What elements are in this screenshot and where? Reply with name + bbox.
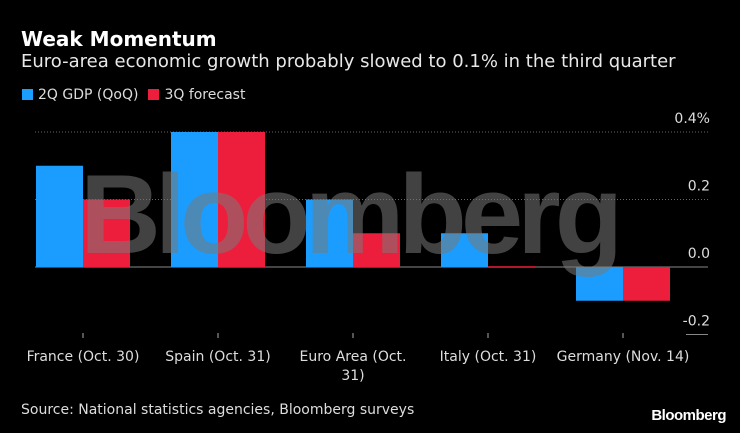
x-tick-label: Italy (Oct. 31) — [439, 349, 537, 365]
bar-3q — [488, 266, 535, 268]
y-tick-label: 0.0 — [688, 246, 710, 262]
x-tick-label: Spain (Oct. 31) — [165, 349, 271, 365]
bar-3q — [83, 199, 130, 267]
legend-label-2q: 2Q GDP (QoQ) — [38, 87, 139, 103]
legend-item-2q: 2Q GDP (QoQ) — [22, 87, 138, 103]
bar-2q — [576, 267, 623, 301]
legend: 2Q GDP (QoQ) 3Q forecast — [22, 87, 245, 103]
x-tick-label: Germany (Nov. 14) — [556, 349, 690, 365]
chart-subtitle: Euro-area economic growth probably slowe… — [21, 51, 676, 72]
legend-swatch-3q — [148, 89, 160, 100]
chart-title: Weak Momentum — [21, 27, 217, 51]
bar-3q — [623, 267, 670, 301]
bar-3q — [218, 132, 265, 267]
x-tick-label: Euro Area (Oct. 31) — [299, 349, 407, 384]
y-tick-label: -0.2 — [683, 314, 710, 330]
bar-2q — [171, 132, 218, 267]
legend-swatch-2q — [22, 89, 33, 100]
y-tick-label: 0.2 — [688, 179, 710, 195]
y-tick-label: 0.4% — [674, 111, 710, 127]
bar-2q — [36, 165, 83, 267]
bar-2q — [306, 199, 353, 267]
brand-logo: Bloomberg — [651, 407, 726, 424]
x-tick-label: France (Oct. 30) — [26, 349, 140, 365]
legend-label-3q: 3Q forecast — [164, 87, 246, 103]
bar-3q — [353, 233, 400, 267]
source-note: Source: National statistics agencies, Bl… — [21, 402, 415, 418]
bar-2q — [441, 233, 488, 267]
legend-item-3q: 3Q forecast — [148, 87, 245, 103]
